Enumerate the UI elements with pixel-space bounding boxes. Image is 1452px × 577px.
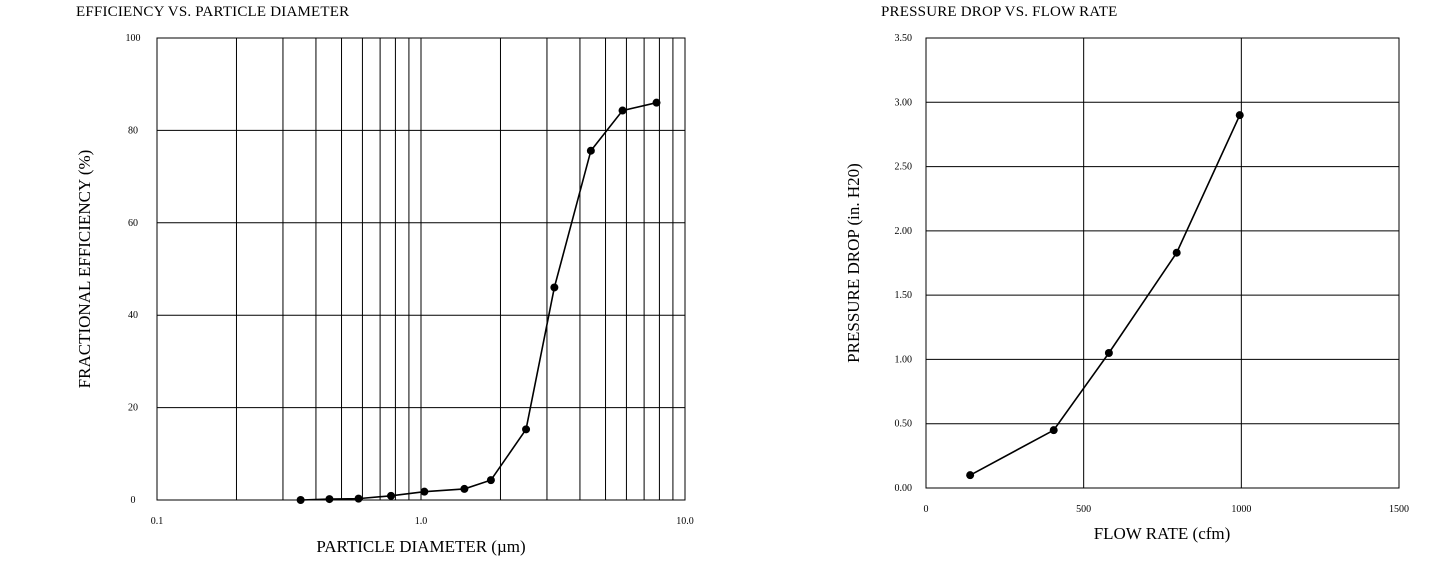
x-axis-label: FLOW RATE (cfm) xyxy=(1094,524,1231,543)
y-tick-label: 60 xyxy=(128,218,138,229)
series-line xyxy=(300,101,657,501)
data-point xyxy=(420,487,429,496)
y-tick-labels: 0.00 0.50 1.00 1.50 2.00 2.50 3.00 3.50 xyxy=(895,33,913,494)
x-axis-label: PARTICLE DIAMETER (µm) xyxy=(316,537,525,556)
efficiency-chart: EFFICIENCY VS. PARTICLE DIAMETER 0 20 40 60… xyxy=(75,4,694,556)
y-tick-labels: 0 20 40 60 80 100 xyxy=(126,33,141,506)
plot-frame xyxy=(925,37,1400,489)
data-point xyxy=(1172,248,1181,257)
x-tick-label: 0.1 xyxy=(151,516,164,527)
chart-title: EFFICIENCY VS. PARTICLE DIAMETER xyxy=(76,4,349,20)
data-point xyxy=(652,98,661,107)
data-point xyxy=(354,494,363,503)
chart-title: PRESSURE DROP VS. FLOW RATE xyxy=(881,4,1117,20)
y-tick-label: 0.50 xyxy=(895,419,913,430)
y-tick-label: 20 xyxy=(128,403,138,414)
data-point xyxy=(387,491,396,500)
data-point xyxy=(1049,426,1058,435)
x-tick-label: 1500 xyxy=(1389,504,1409,515)
data-point xyxy=(586,146,595,155)
grid xyxy=(157,37,685,501)
data-point xyxy=(522,425,531,434)
data-point xyxy=(296,496,305,504)
y-tick-label: 80 xyxy=(128,125,138,136)
y-tick-label: 2.50 xyxy=(895,162,913,173)
pressure-drop-chart: PRESSURE DROP VS. FLOW RATE 0.00 0.50 1.00… xyxy=(844,4,1410,543)
x-tick-label: 1.0 xyxy=(415,516,428,527)
y-tick-label: 100 xyxy=(126,33,141,44)
y-tick-label: 3.00 xyxy=(895,97,913,108)
data-point xyxy=(460,484,469,493)
x-tick-label: 10.0 xyxy=(676,516,694,527)
x-tick-label: 0 xyxy=(924,504,929,515)
y-tick-label: 0.00 xyxy=(895,483,913,494)
data-point xyxy=(1104,349,1113,357)
series xyxy=(966,111,1244,480)
data-point xyxy=(550,283,559,292)
y-tick-label: 2.00 xyxy=(895,226,913,237)
y-axis-label: FRACTIONAL EFFICIENCY (%) xyxy=(75,150,94,389)
data-point xyxy=(618,106,627,115)
y-tick-label: 3.50 xyxy=(895,33,913,44)
series xyxy=(296,98,661,504)
x-tick-label: 500 xyxy=(1076,504,1091,515)
x-tick-label: 1000 xyxy=(1231,504,1251,515)
y-tick-label: 0 xyxy=(131,495,136,506)
y-axis-label: PRESSURE DROP (in. H20) xyxy=(844,163,863,363)
y-tick-label: 1.00 xyxy=(895,354,913,365)
grid xyxy=(925,37,1400,489)
plot-frame xyxy=(156,37,686,501)
data-point xyxy=(966,471,975,480)
data-point xyxy=(486,476,495,485)
data-point xyxy=(325,495,334,504)
data-point xyxy=(1235,111,1244,120)
x-tick-labels: 0.1 1.0 10.0 xyxy=(151,516,694,527)
y-tick-label: 1.50 xyxy=(895,290,913,301)
x-tick-labels: 0 500 1000 1500 xyxy=(924,504,1410,515)
y-tick-label: 40 xyxy=(128,310,138,321)
